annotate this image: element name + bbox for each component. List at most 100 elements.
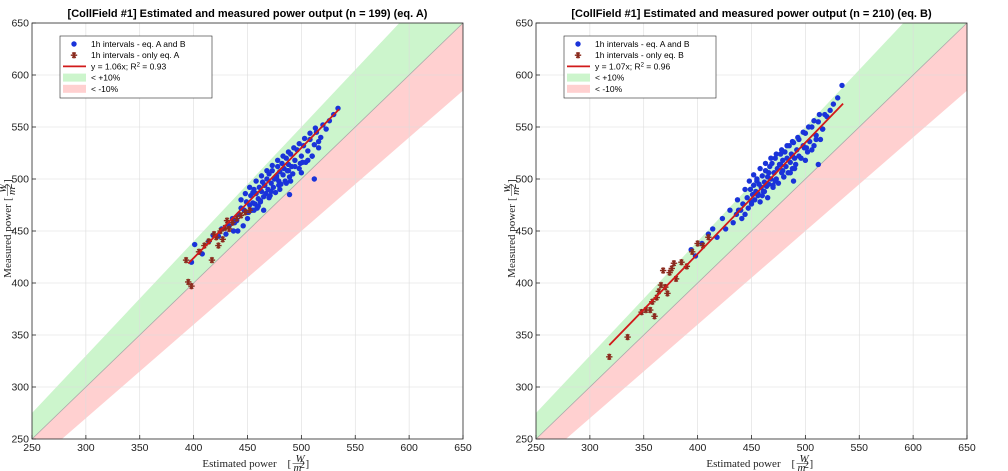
data-point-only: [225, 225, 233, 233]
data-point-both: [272, 189, 279, 196]
data-point-both: [274, 163, 281, 170]
legend-marker-dot: [575, 41, 581, 47]
data-point-both: [266, 195, 272, 201]
x-tick-label: 650: [454, 442, 472, 454]
legend-marker-patch: [63, 84, 86, 93]
data-point-both: [287, 178, 294, 184]
data-point-both: [727, 207, 733, 213]
data-point-both: [759, 173, 765, 179]
y-tick-label: 550: [515, 122, 533, 134]
x-tick-label: 350: [635, 442, 653, 454]
data-point-both: [263, 190, 269, 197]
data-point-both: [264, 167, 270, 174]
data-point-both: [251, 207, 257, 213]
data-point-both: [253, 178, 259, 184]
data-point-both: [283, 180, 289, 186]
data-point-both: [777, 151, 784, 157]
legend-marker-star: [574, 52, 582, 59]
data-point-both: [819, 126, 826, 132]
data-point-both: [762, 160, 769, 167]
legend-label-part: 1h intervals - eq. A and B: [595, 39, 690, 49]
y-tick-label: 650: [11, 18, 29, 30]
legend-label: 1h intervals - eq. A and B: [595, 39, 690, 49]
data-point-both: [804, 149, 811, 155]
y-tick-label: 400: [515, 278, 533, 290]
legend-marker-star: [70, 52, 78, 59]
data-point-both: [273, 175, 280, 181]
data-point-both: [292, 157, 298, 163]
data-point-both: [769, 160, 775, 167]
data-point-both: [784, 143, 790, 149]
plot-content: [536, 23, 967, 439]
x-tick-label: 550: [850, 442, 868, 454]
legend-label-part: 1h intervals - only eq. A: [91, 50, 180, 60]
data-point-both: [301, 135, 308, 142]
data-point-both: [279, 160, 285, 167]
data-point-both: [790, 178, 797, 184]
data-point-both: [830, 101, 837, 107]
legend: 1h intervals - eq. A and B1h intervals -…: [59, 35, 213, 99]
y-tick-label: 400: [11, 278, 29, 290]
data-point-both: [742, 186, 748, 193]
data-point-both: [742, 211, 748, 218]
y-tick-label: 600: [11, 70, 29, 82]
data-point-only: [670, 260, 678, 267]
data-point-both: [791, 165, 798, 172]
legend-label-part: = 0.93: [140, 61, 167, 71]
x-tick-label: 250: [23, 442, 41, 454]
y-tick-label: 600: [515, 70, 533, 82]
legend-label: < +10%: [91, 73, 121, 83]
data-point-both: [764, 195, 771, 201]
data-point-both: [747, 186, 754, 193]
data-point-both: [292, 163, 298, 170]
data-point-both: [286, 191, 293, 198]
data-point-both: [734, 197, 741, 203]
data-point-both: [757, 199, 763, 205]
y-unit-num: W: [0, 183, 9, 193]
data-point-both: [827, 107, 833, 114]
x-axis-unit: [Wm2]: [288, 453, 310, 471]
scatter-chart-eq-a: 250 300 350 400 450 500 550 600 650 250 300 350 400 4…: [0, 8, 472, 471]
legend-label-part: < -10%: [91, 84, 119, 94]
data-point-both: [277, 186, 283, 193]
data-point-both: [276, 182, 282, 188]
data-point-only: [624, 333, 631, 341]
legend-marker-patch: [567, 73, 590, 82]
legend-label: < -10%: [91, 84, 119, 94]
fit-line: [608, 103, 844, 346]
legend: 1h intervals - eq. A and B1h intervals -…: [563, 35, 717, 99]
data-point-both: [296, 165, 302, 172]
y-tick-label: 300: [515, 382, 533, 394]
x-unit-den: m: [294, 462, 302, 471]
series-only: [182, 207, 253, 290]
legend-label-part: 2: [137, 62, 141, 68]
y-unit-den: m: [510, 187, 522, 195]
data-point-both: [780, 157, 786, 163]
x-tick-label: 600: [904, 442, 922, 454]
x-axis-label: Estimated power: [202, 458, 277, 470]
data-point-only: [705, 234, 712, 241]
data-point-both: [315, 138, 322, 145]
data-point-both: [750, 172, 757, 178]
data-point-only: [233, 215, 240, 222]
data-point-both: [307, 130, 313, 136]
data-point-both: [298, 153, 305, 159]
data-point-both: [257, 199, 264, 205]
x-tick-label: 250: [527, 442, 545, 454]
data-point-both: [817, 136, 824, 143]
data-point-both: [739, 215, 745, 222]
legend-label: < -10%: [595, 84, 623, 94]
data-point-only: [242, 209, 249, 216]
data-point-both: [323, 126, 329, 132]
data-point-both: [280, 153, 286, 159]
x-tick-label: 550: [346, 442, 364, 454]
data-point-both: [305, 157, 311, 163]
data-point-both: [315, 145, 322, 151]
data-point-both: [298, 170, 305, 176]
plot-content: [32, 23, 463, 439]
data-point-only: [606, 353, 613, 361]
data-point-both: [780, 167, 786, 174]
data-point-only: [237, 212, 245, 219]
data-point-both: [745, 205, 751, 211]
y-tick-label: 350: [11, 330, 29, 342]
